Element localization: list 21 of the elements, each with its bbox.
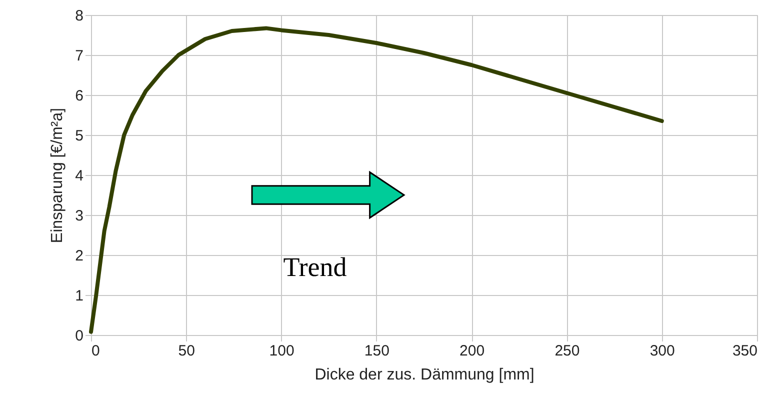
y-tick-label: 8 (75, 8, 84, 24)
x-tick-label: 100 (269, 342, 294, 360)
annotation: Trend (283, 252, 348, 282)
x-tick-label: 250 (554, 342, 580, 360)
x-tick-label: 200 (460, 342, 485, 360)
y-tick-label: 6 (75, 88, 84, 104)
line-series (89, 26, 664, 334)
x-axis-title: Dicke der zus. Dämmung [mm] (314, 366, 534, 384)
x-tick-label: 150 (364, 342, 390, 360)
y-axis-title: Einsparung [€/m²a] (49, 108, 66, 244)
y-tick-label: 2 (75, 248, 84, 264)
y-tick-label: 0 (75, 328, 84, 344)
x-tick-label: 50 (178, 342, 195, 360)
y-tick-label: 1 (75, 288, 84, 304)
y-tick-label: 5 (75, 128, 84, 144)
x-tick-label: 350 (732, 342, 758, 360)
y-tick-label: 3 (75, 208, 84, 224)
y-tick-label: 4 (75, 168, 84, 184)
x-tick-label: 300 (650, 342, 675, 360)
y-tick-label: 7 (75, 48, 84, 64)
x-tick-label: 0 (92, 342, 100, 360)
